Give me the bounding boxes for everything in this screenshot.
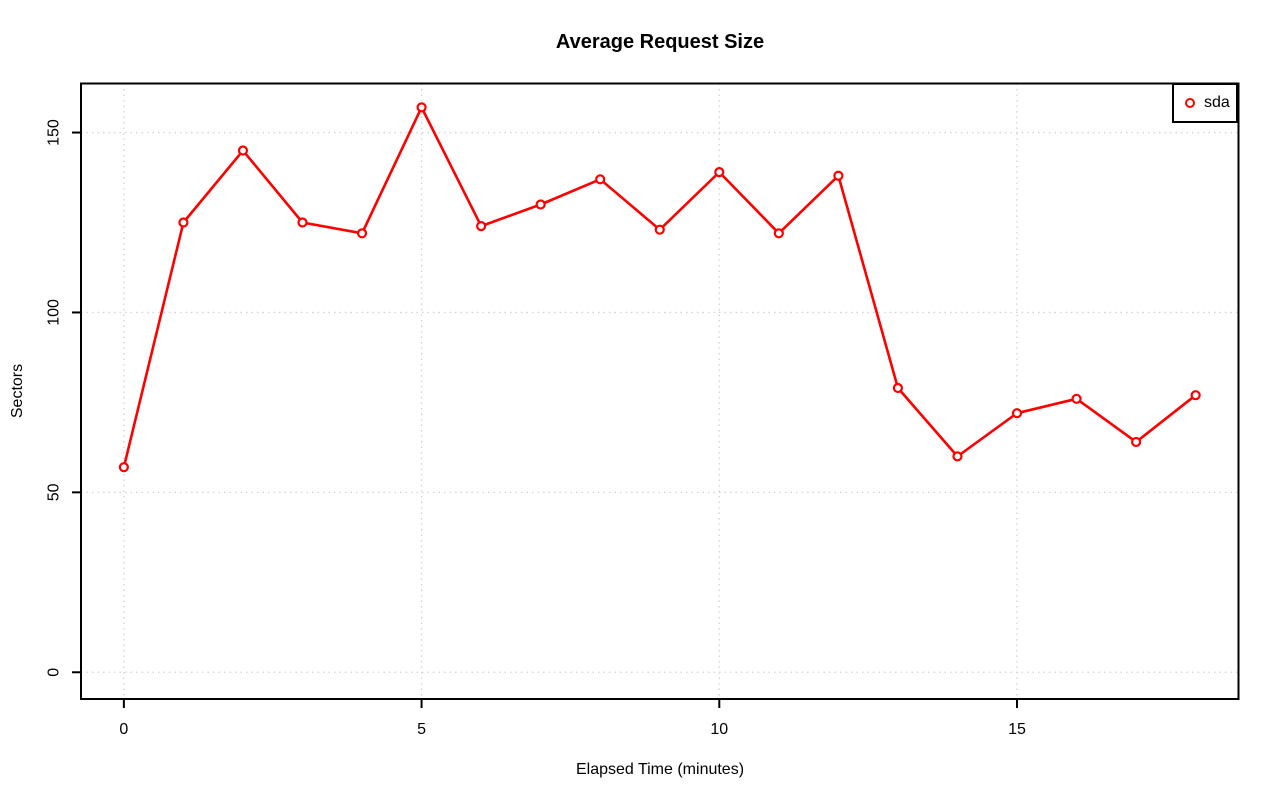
x-axis-tick-label: 15	[1008, 721, 1026, 738]
data-point-marker	[416, 102, 427, 113]
data-point-marker	[118, 462, 129, 473]
x-axis-tick-label: 0	[119, 721, 128, 738]
legend: sda	[1172, 83, 1238, 123]
data-point-marker	[476, 220, 487, 232]
y-axis-tick-label: 50	[46, 483, 63, 501]
legend-series-label: sda	[1204, 94, 1230, 111]
data-point-marker	[297, 217, 308, 228]
legend-series-marker-icon	[1185, 98, 1195, 108]
plot-border	[80, 82, 1240, 700]
data-point-marker	[952, 451, 963, 462]
y-axis-label: Sectors	[9, 363, 26, 419]
data-point-marker	[1011, 408, 1023, 419]
data-point-marker	[356, 228, 368, 239]
x-axis-tick-label: 10	[710, 721, 728, 738]
y-axis-tick-label: 150	[46, 119, 63, 146]
data-point-marker	[1190, 390, 1201, 401]
y-axis-tick-label: 0	[46, 668, 63, 677]
data-point-marker	[595, 174, 606, 185]
data-point-marker	[654, 224, 665, 235]
chart-title: Average Request Size	[555, 31, 765, 53]
x-axis-tick-label: 5	[417, 721, 426, 738]
data-point-marker	[892, 382, 904, 394]
data-point-marker	[1130, 436, 1142, 448]
data-point-marker	[1071, 393, 1082, 404]
series-line	[122, 106, 1197, 469]
data-point-marker	[178, 217, 189, 228]
data-point-marker	[833, 170, 844, 181]
x-axis-label: Elapsed Time (minutes)	[575, 761, 745, 778]
data-point-marker	[773, 228, 784, 239]
data-point-marker	[714, 167, 725, 178]
y-axis-tick-label: 100	[46, 299, 63, 326]
data-point-marker	[535, 199, 546, 210]
data-point-marker	[237, 145, 249, 156]
